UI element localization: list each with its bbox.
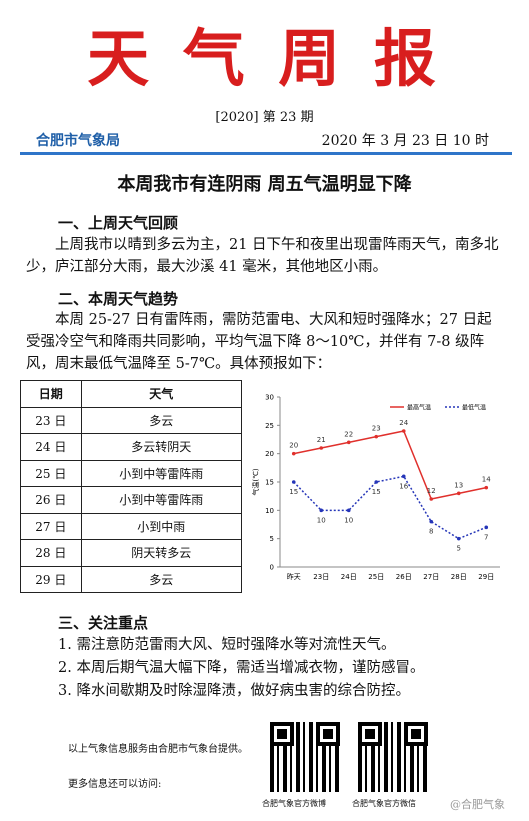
point (374, 434, 379, 439)
x-tick-label: 27日 (423, 573, 439, 581)
data-label: 5 (457, 545, 461, 553)
data-label: 24 (399, 419, 408, 427)
date: 2020 年 3 月 23 日 10 时 (321, 133, 489, 149)
y-tick-label: 25 (265, 422, 274, 430)
table-header: 天气 (80, 380, 243, 408)
x-tick-label: 28日 (451, 573, 467, 581)
x-tick-label: 24日 (341, 573, 357, 581)
point (429, 519, 434, 524)
point (319, 446, 324, 450)
forecast-table: 日期 天气 23 日多云 24 日多云转阴天 25 日小到中等雷阵雨 26 日小到中等雷… (20, 380, 243, 593)
data-label: 15 (372, 488, 381, 496)
table-cell: 多云 (80, 406, 243, 434)
point (346, 508, 351, 513)
x-tick-label: 29日 (478, 573, 494, 581)
table-cell: 26 日 (20, 486, 82, 514)
x-tick-label: 昨天 (287, 572, 301, 581)
list-item: 1. 需注意防范雷雨大风、短时强降水等对流性天气。 (58, 637, 396, 653)
data-label: 7 (484, 533, 488, 541)
series-line (293, 475, 487, 540)
headline: 本周我市有连阴雨 周五气温明显下降 (117, 174, 412, 195)
table-cell: 28 日 (20, 539, 82, 567)
table-cell: 多云转阴天 (80, 433, 243, 461)
point (484, 525, 489, 530)
data-label: 8 (429, 528, 433, 536)
doc-title: 天 气 周 报 (87, 22, 442, 95)
paragraph: 本周 25-27 日有雷阵雨，需防范雷电、大风和短时强降水；27 日起受强冷空气… (26, 312, 492, 372)
point (484, 485, 489, 490)
data-label: 13 (454, 481, 463, 489)
point (456, 536, 461, 541)
y-tick-label: 10 (265, 507, 274, 515)
point (346, 440, 351, 445)
point (401, 429, 406, 433)
list-item: 2. 本周后期气温大幅下降，需适当增减衣物，谨防感冒。 (58, 660, 425, 676)
section-heading: 一、上周天气回顾 (58, 214, 179, 232)
table-cell: 多云 (80, 565, 243, 593)
table-cell: 29 日 (20, 565, 82, 593)
point (374, 480, 379, 484)
data-label: 10 (317, 516, 326, 524)
y-tick-label: 5 (270, 535, 274, 543)
data-label: 15 (289, 488, 298, 496)
y-axis-label: 气温(℃) (251, 468, 260, 496)
issue: [2020] 第 23 期 (215, 110, 314, 125)
y-tick-label: 20 (265, 450, 274, 458)
point (319, 508, 324, 513)
point (429, 497, 434, 501)
data-label: 23 (372, 425, 381, 433)
point (456, 491, 461, 496)
x-tick-label: 23日 (313, 573, 329, 581)
data-label: 14 (482, 476, 491, 484)
qr-code (358, 722, 428, 792)
data-label: 12 (427, 487, 436, 495)
table-header: 日期 (20, 380, 82, 408)
x-tick-label: 25日 (368, 573, 384, 581)
section-heading: 二、本周天气趋势 (58, 290, 179, 308)
table-cell: 小到中雨 (80, 512, 243, 540)
legend-label: 最高气温 (407, 404, 431, 412)
data-label: 10 (344, 516, 353, 524)
table-cell: 25 日 (20, 459, 82, 487)
point (401, 474, 406, 479)
list-item: 3. 降水间歇期及时除湿降渍，做好病虫害的综合防控。 (58, 683, 410, 699)
provider: 以上气象信息服务由合肥市气象台提供。 (68, 744, 248, 755)
data-label: 22 (344, 430, 353, 438)
legend-label: 最低气温 (462, 404, 486, 412)
data-label: 16 (399, 482, 408, 490)
table-cell: 23 日 (20, 406, 82, 434)
chart: 气温(℃) 0 5 10 15 20 25 30 昨天 23日 24日 25日 26日 27日 28日 29日… (251, 394, 500, 581)
data-label: 20 (289, 442, 298, 450)
divider (20, 152, 512, 155)
series-line (293, 430, 487, 500)
point (291, 451, 296, 456)
table-cell: 24 日 (20, 433, 82, 461)
agency: 合肥市气象局 (36, 133, 120, 149)
qr-caption: 合肥气象官方微博 (262, 799, 326, 808)
point (291, 480, 296, 484)
qr-caption: 合肥气象官方微信 (352, 799, 416, 808)
table-cell: 小到中等雷阵雨 (80, 486, 243, 514)
table-cell: 27 日 (20, 512, 82, 540)
x-tick-label: 26日 (396, 573, 412, 581)
data-label: 21 (317, 436, 326, 444)
y-tick-label: 0 (270, 564, 274, 572)
table-cell: 小到中等雷阵雨 (80, 459, 243, 487)
y-tick-label: 15 (265, 479, 274, 487)
watermark: @合肥气象 (450, 798, 505, 811)
section-heading: 三、关注重点 (58, 614, 149, 632)
y-tick-label: 30 (265, 394, 274, 402)
paragraph: 上周我市以晴到多云为主，21 日下午和夜里出现雷阵雨天气，南多北少，庐江部分大雨… (26, 237, 499, 275)
more-info: 更多信息还可以访问: (68, 779, 162, 790)
table-cell: 阴天转多云 (80, 539, 243, 567)
qr-code (270, 722, 340, 792)
